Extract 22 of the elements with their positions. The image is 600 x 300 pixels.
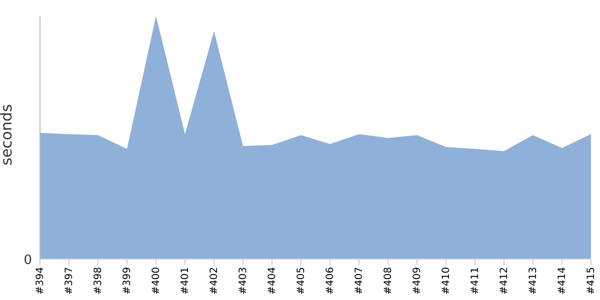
x-tick-label: #414 — [557, 267, 568, 294]
x-tick-label: #415 — [586, 267, 598, 294]
x-tick-label: #394 — [35, 267, 46, 294]
x-tick-label: #407 — [354, 267, 366, 294]
x-tick-label: #409 — [412, 267, 424, 294]
x-tick-label: #405 — [296, 267, 308, 294]
y-axis-title: seconds — [0, 104, 16, 166]
x-tick-label: #413 — [528, 267, 540, 294]
x-tick-label: #400 — [151, 267, 162, 294]
x-tick-label: #404 — [267, 267, 278, 294]
x-tick-label: #411 — [470, 267, 482, 294]
text: 0 — [24, 253, 32, 268]
x-tick-label: #401 — [180, 267, 192, 294]
x-tick-label: #397 — [64, 267, 76, 294]
x-tick-label: #398 — [93, 267, 104, 294]
x-tick-label: #412 — [499, 267, 510, 294]
x-tick-label: #406 — [325, 267, 336, 294]
x-tick-label: #399 — [122, 267, 134, 294]
x-tick-label: #408 — [383, 267, 394, 294]
x-tick-label: #410 — [441, 267, 452, 294]
x-tick-label: #403 — [238, 267, 250, 294]
x-tick-label: #402 — [209, 267, 220, 294]
